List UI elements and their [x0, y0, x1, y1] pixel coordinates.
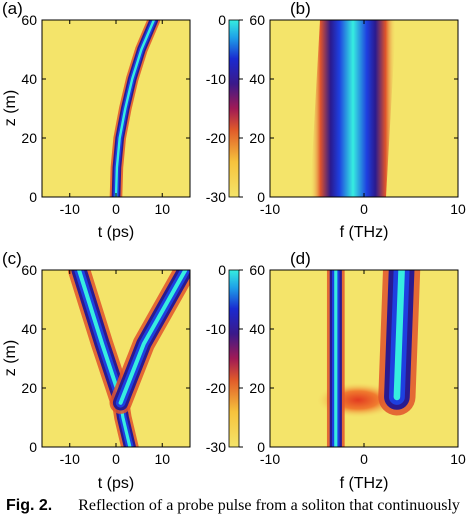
- y-tick-label: 60: [249, 12, 265, 28]
- panel-c-xlabel: t (ps): [98, 475, 134, 492]
- colorbar-bottom-scale: [228, 269, 240, 448]
- panel-c-label: (c): [2, 249, 22, 268]
- panel-b-label: (b): [290, 0, 311, 18]
- y-tick-label: 20: [21, 130, 37, 146]
- y-tick-label: 60: [249, 262, 265, 278]
- y-tick-label: 60: [21, 262, 37, 278]
- panel-d-background: [270, 270, 458, 447]
- panel-c: -10 0 10 0 20 40 60 (c) t (ps) z (m): [2, 249, 191, 492]
- colorbar-tick-label: -30: [206, 439, 226, 455]
- soliton-spectrum-band: [310, 20, 396, 197]
- colorbar-top: 0 -10 -20 -30: [206, 12, 243, 205]
- colorbar-tick-label: 0: [218, 262, 226, 278]
- panel-b-xlabel: f (THz): [340, 224, 389, 241]
- trace-soliton-core: [114, 20, 156, 197]
- y-tick-label: 0: [29, 189, 37, 205]
- y-tick-label: 40: [249, 321, 265, 337]
- panel-a-ylabel: z (m): [2, 90, 19, 126]
- trace-probe-up-shifted-core: [393, 270, 405, 401]
- y-tick-label: 40: [21, 71, 37, 87]
- colorbar-tick-label: -20: [206, 380, 226, 396]
- y-tick-label: 0: [29, 439, 37, 455]
- x-tick-label: 10: [154, 201, 170, 217]
- x-tick-label: 0: [360, 451, 368, 467]
- colorbar-tick-label: 0: [218, 12, 226, 28]
- x-tick-label: 0: [360, 201, 368, 217]
- y-tick-label: 0: [257, 439, 265, 455]
- caption-text: Reflection of a probe pulse from a solit…: [78, 497, 460, 514]
- panel-c-ylabel: z (m): [2, 340, 19, 376]
- colorbar-tick-label: -20: [206, 130, 226, 146]
- x-tick-label: 10: [450, 451, 466, 467]
- y-tick-label: 20: [249, 380, 265, 396]
- panel-a-label: (a): [2, 0, 23, 18]
- x-tick-label: -10: [60, 201, 80, 217]
- x-tick-label: -10: [60, 451, 80, 467]
- panel-a-xlabel: t (ps): [98, 224, 134, 241]
- colorbar-tick-label: -10: [206, 71, 226, 87]
- x-tick-label: 10: [450, 201, 466, 217]
- x-tick-label: 0: [112, 451, 120, 467]
- colorbar-tick-label: -30: [206, 189, 226, 205]
- x-tick-label: -10: [260, 451, 280, 467]
- panel-a: -10 0 10 0 20 40 60 (a) t (ps) z (m): [2, 0, 191, 241]
- x-tick-label: 10: [154, 451, 170, 467]
- y-tick-label: 40: [249, 71, 265, 87]
- panel-d-xlabel: f (THz): [340, 475, 389, 492]
- x-tick-label: 0: [112, 201, 120, 217]
- trace-probe-reflected-core: [77, 270, 122, 399]
- y-tick-label: 0: [257, 189, 265, 205]
- y-tick-label: 20: [21, 380, 37, 396]
- figure-caption: Fig. 2. Reflection of a probe pulse from …: [6, 497, 474, 515]
- colorbar-top-scale: [228, 19, 240, 198]
- caption-label: Fig. 2.: [6, 497, 53, 514]
- colorbar-bottom: 0 -10 -20 -30: [206, 262, 243, 455]
- y-tick-label: 40: [21, 321, 37, 337]
- y-tick-label: 60: [21, 12, 37, 28]
- panel-d-label: (d): [290, 249, 311, 268]
- colorbar-tick-label: -10: [206, 321, 226, 337]
- x-tick-label: -10: [260, 201, 280, 217]
- trace-soliton-core: [118, 270, 188, 405]
- y-tick-label: 20: [249, 130, 265, 146]
